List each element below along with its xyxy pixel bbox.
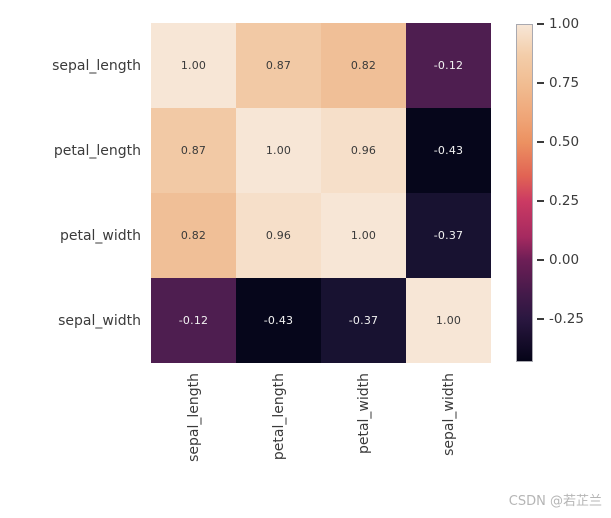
colorbar-tick-mark [537,259,544,262]
colorbar-tick-mark [537,82,544,85]
colorbar-tick-mark [537,318,544,321]
x-tick-label: petal_width [355,373,372,455]
heatmap-cell: -0.12 [406,23,491,108]
y-tick-label: sepal_width [58,312,141,329]
colorbar-tick-mark [537,23,544,25]
heatmap-cell: 0.96 [236,193,321,278]
colorbar-tick-label: 0.00 [549,252,580,269]
heatmap-cell: 0.96 [321,108,406,193]
colorbar-tick-label: 1.00 [549,16,580,32]
heatmap-cell: -0.12 [151,278,236,363]
y-tick-label: sepal_length [52,57,141,74]
heatmap-cell: 1.00 [406,278,491,363]
y-tick-label: petal_width [59,227,141,244]
x-tick-label: sepal_length [185,373,202,462]
heatmap-cell: -0.43 [406,108,491,193]
heatmap-cell: -0.37 [406,193,491,278]
heatmap-cell: 0.82 [321,23,406,108]
y-tick-label: petal_length [53,142,141,159]
heatmap-cell: 0.87 [236,23,321,108]
x-tick-label: petal_length [270,373,287,461]
heatmap-cell: -0.37 [321,278,406,363]
heatmap-cell: 0.82 [151,193,236,278]
colorbar-tick-mark [537,141,544,144]
heatmap-cell: 1.00 [321,193,406,278]
colorbar-tick-label: 0.50 [549,134,580,151]
heatmap-cell: -0.43 [236,278,321,363]
colorbar-tick-label: -0.25 [549,311,584,328]
heatmap-cell: 1.00 [236,108,321,193]
colorbar-tick-mark [537,200,544,203]
colorbar-tick-label: 0.25 [549,193,580,210]
colorbar-tick-label: 0.75 [549,75,580,92]
heatmap-cell: 0.87 [151,108,236,193]
heatmap-grid: 1.00 0.87 0.82 -0.12 0.87 1.00 0.96 -0.43 0.82 0.… [151,23,491,363]
colorbar [516,24,533,362]
x-tick-label: sepal_width [440,373,457,456]
watermark: CSDN @若芷兰 [508,494,602,509]
heatmap-cell: 1.00 [151,23,236,108]
